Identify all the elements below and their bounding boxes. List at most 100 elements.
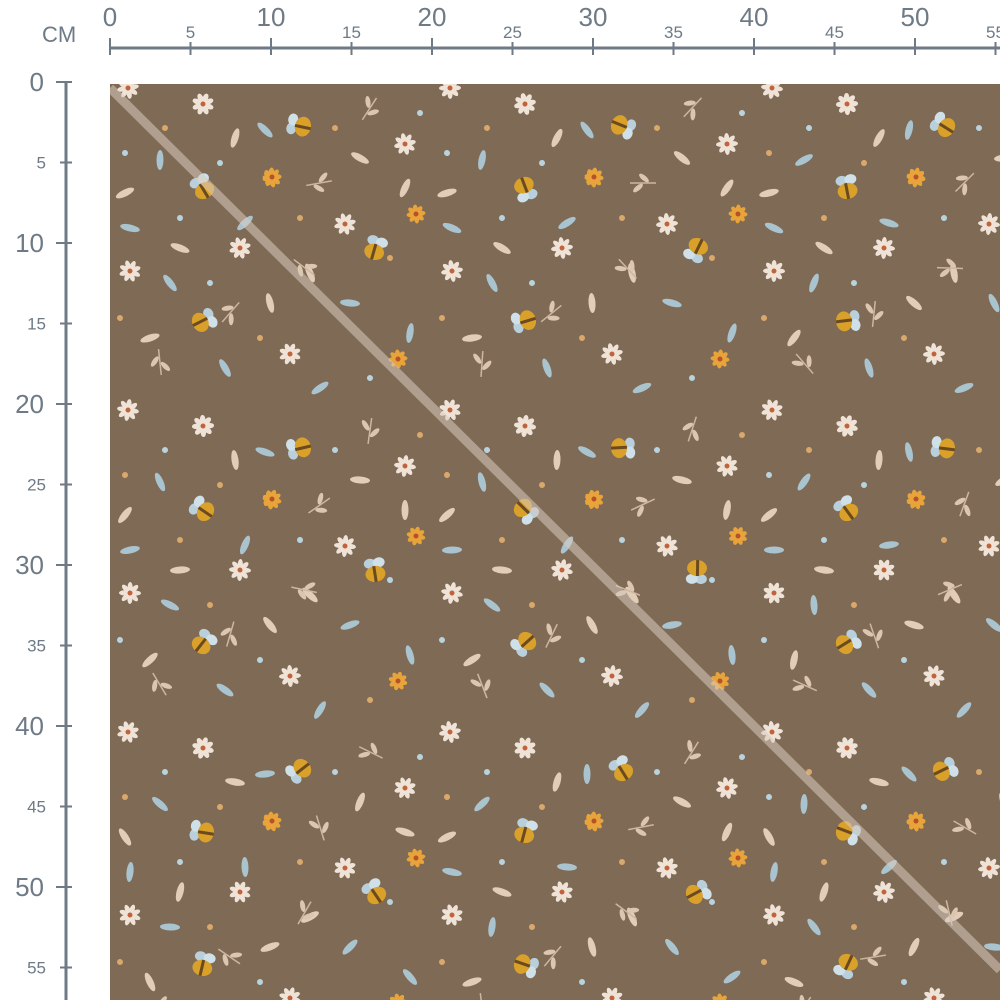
beige-leaf-icon [759,188,779,198]
daisy-icon [441,260,463,282]
bee-icon [683,237,708,264]
daisy-icon [192,93,214,115]
beige-leaf-icon [869,777,889,787]
bee-icon [835,629,862,655]
daisy-icon [716,133,738,155]
daisy-icon [229,559,251,581]
beige-leaf-icon [814,566,834,574]
bee-icon [932,757,959,781]
orange-flower-icon [262,489,282,509]
dot-icon [417,110,423,116]
blue-leaf-icon [156,150,164,170]
blue-leaf-icon [984,943,1000,951]
blue-leaf-icon [723,970,741,984]
dot-icon [941,859,947,865]
daisy-icon [117,399,139,421]
dot-icon [499,859,505,865]
orange-flower-icon [710,349,730,369]
dot-icon [332,125,338,131]
sprig-icon [937,581,963,602]
beige-leaf-icon [302,587,318,603]
bee-icon [833,495,859,522]
dot-icon [529,924,535,930]
dot-icon [976,769,982,775]
dot-icon [654,769,660,775]
sprig-icon [361,95,379,121]
daisy-icon [229,237,251,259]
blue-leaf-icon [558,216,576,230]
beige-leaf-icon [144,972,156,992]
dot-icon [257,657,263,663]
dot-icon [177,215,183,221]
blue-leaf-icon [160,599,180,611]
dot-icon [529,602,535,608]
daisy-icon [334,213,356,235]
bee-icon [361,878,387,905]
blue-leaf-icon [154,472,166,492]
daisy-icon [601,987,623,1000]
blue-leaf-icon [728,645,736,665]
sprig-icon [614,258,638,279]
beige-leaf-icon [673,151,691,165]
sprig-icon [952,817,977,835]
dot-icon [861,160,867,166]
daisy-icon [229,881,251,903]
sprig-icon [791,353,814,375]
beige-leaf-icon [493,242,511,254]
sprig-icon [630,173,656,193]
dot-icon [387,577,393,583]
beige-leaf-icon [721,822,733,842]
left-ruler-label: 45 [27,798,46,817]
dot-icon [619,215,625,221]
dot-icon [739,110,745,116]
dot-icon [739,754,745,760]
sprig-icon [291,582,317,600]
sprig-icon [795,994,812,1000]
dot-icon [709,577,715,583]
beige-leaf-icon [225,778,245,786]
bee-icon [685,559,708,585]
bee-icon [189,819,215,843]
beige-leaf-icon [588,293,596,313]
dot-icon [539,160,545,166]
beige-leaf-icon [118,828,132,846]
daisy-icon [551,237,573,259]
sprig-icon [683,97,703,121]
dot-icon [941,537,947,543]
daisy-icon [441,904,463,926]
sprig-icon [306,172,332,192]
sprig-icon [473,350,492,378]
blue-leaf-icon [219,359,231,377]
daisy-icon [656,857,678,879]
blue-leaf-icon [314,701,326,719]
blue-leaf-icon [770,862,778,882]
beige-leaf-icon [492,887,512,897]
bee-icon [510,631,537,657]
top-ruler-label: 20 [418,2,447,32]
dot-icon [579,979,585,985]
blue-leaf-icon [152,796,168,812]
dot-icon [654,447,660,453]
dot-icon [901,979,907,985]
sprig-icon [308,815,329,841]
dot-icon [162,125,168,131]
blue-leaf-icon [405,645,415,665]
daisy-icon [119,582,141,604]
dot-icon [439,637,445,643]
sprig-icon [217,948,243,966]
dot-icon [439,959,445,965]
blue-leaf-icon [810,595,818,615]
top-ruler-label: 35 [664,23,683,42]
orange-flower-icon [728,204,748,224]
sprig-icon [628,816,654,836]
bee-icon [610,115,637,140]
blue-leaf-icon [879,218,899,228]
dot-icon [861,804,867,810]
sprig-icon [152,672,173,696]
daisy-icon [119,904,141,926]
sprig-icon [543,945,562,970]
left-ruler-label: 35 [27,637,46,656]
dot-icon [861,482,867,488]
blue-leaf-icon [539,682,555,698]
beige-leaf-icon [350,476,370,484]
